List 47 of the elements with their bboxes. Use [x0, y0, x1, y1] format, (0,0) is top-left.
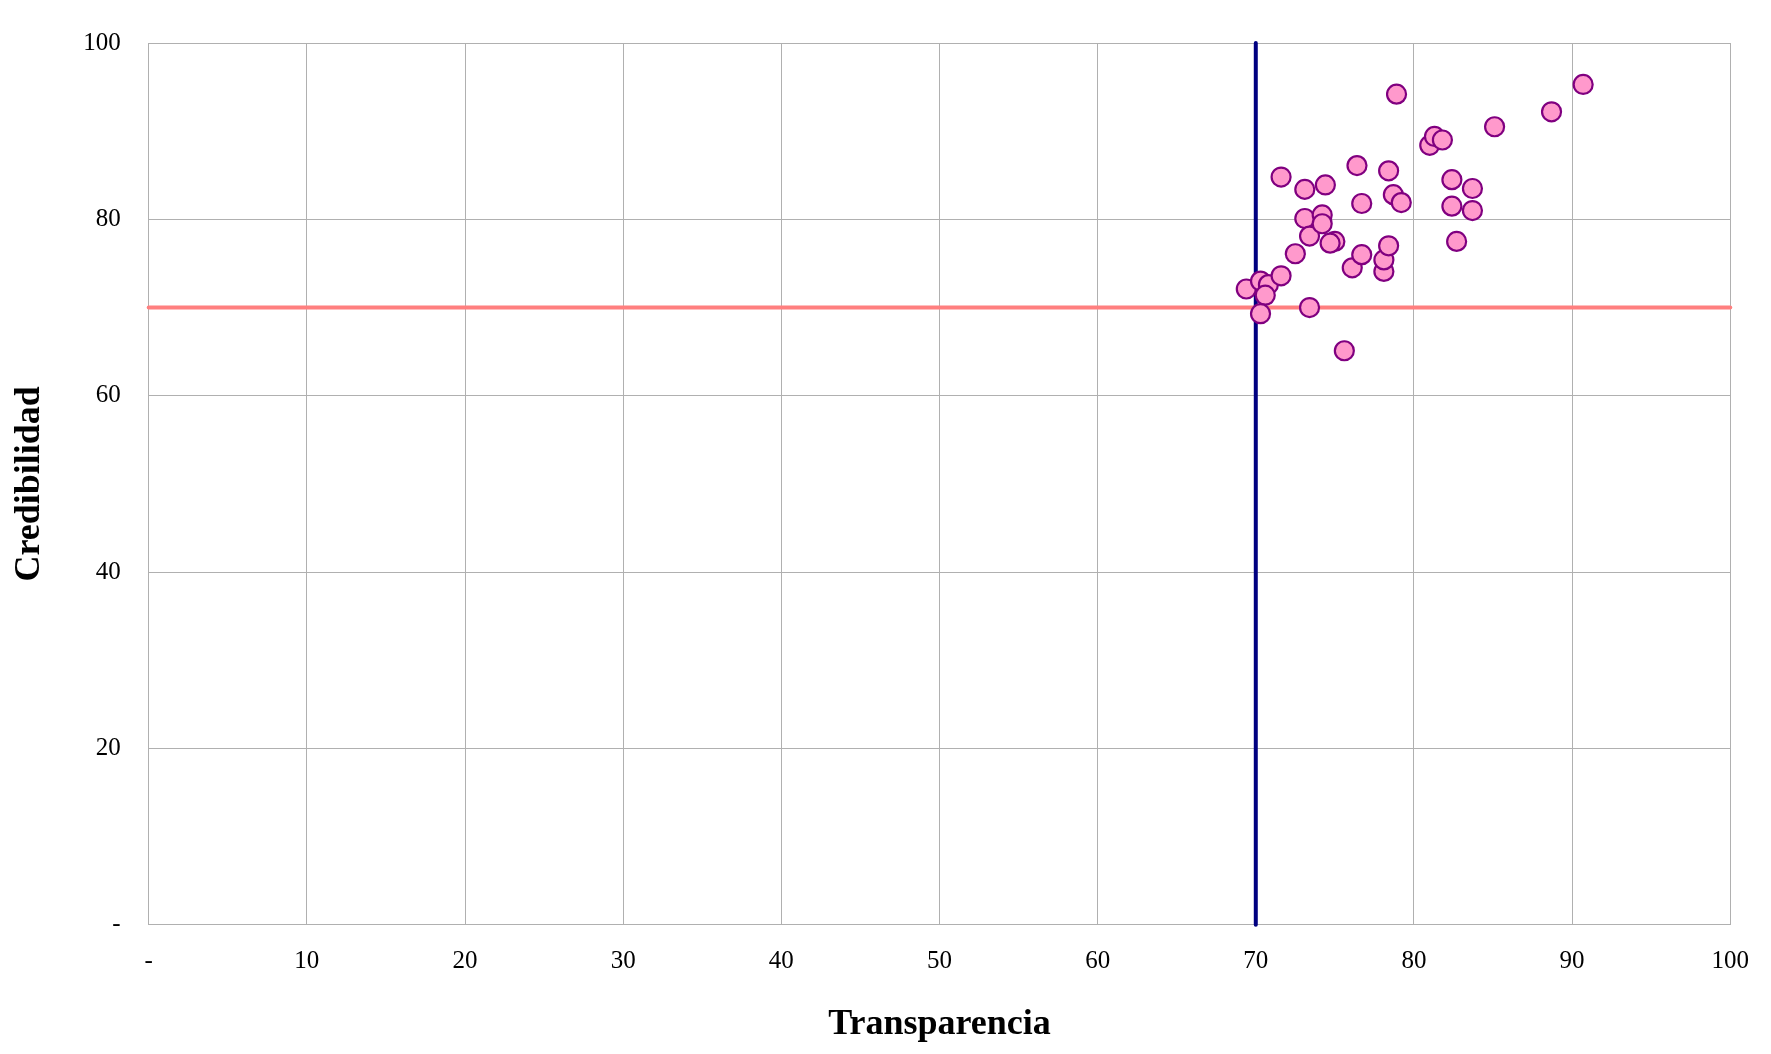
point	[1385, 83, 1408, 105]
point	[1270, 166, 1292, 188]
x-tick-label: -	[144, 946, 153, 974]
point	[1441, 169, 1463, 191]
point	[1572, 73, 1594, 96]
x-tick-label: 50	[926, 946, 952, 974]
y-tick-label: 80	[95, 203, 121, 231]
y-tick-label: -	[112, 909, 121, 937]
point	[1461, 199, 1484, 222]
point	[1540, 101, 1563, 123]
point	[1333, 340, 1355, 362]
point	[1446, 230, 1468, 253]
x-tick-label: 80	[1401, 946, 1427, 974]
point	[1249, 303, 1272, 325]
point	[1351, 192, 1373, 215]
point	[1314, 174, 1336, 196]
x-tick-label: 40	[768, 946, 794, 974]
point	[1431, 129, 1454, 151]
x-axis-title: Transparencia	[828, 1001, 1051, 1042]
x-tick-label: 90	[1559, 946, 1585, 974]
x-tick-label: 70	[1243, 946, 1269, 974]
point	[1284, 243, 1306, 265]
point	[1294, 178, 1316, 200]
x-tick-label: 100	[1711, 946, 1749, 974]
x-tick-label: 20	[452, 946, 478, 974]
x-tick-label: 10	[294, 946, 320, 974]
point	[1254, 284, 1276, 306]
point	[1484, 116, 1506, 138]
x-tick-label: 30	[610, 946, 636, 974]
point	[1346, 154, 1368, 177]
point	[1311, 213, 1333, 235]
x-tick-label: 60	[1085, 946, 1111, 974]
point	[1319, 232, 1341, 254]
point	[1298, 296, 1321, 319]
y-tick-label: 40	[95, 556, 121, 584]
point	[1441, 195, 1463, 217]
point	[1461, 177, 1484, 200]
y-tick-label: 60	[95, 380, 121, 408]
y-tick-label: 100	[83, 27, 121, 55]
point	[1378, 235, 1400, 257]
point	[1378, 160, 1400, 182]
point	[1298, 225, 1321, 247]
y-axis-title: Credibilidad	[6, 386, 47, 582]
point	[1390, 192, 1412, 214]
y-tick-label: 20	[95, 733, 121, 760]
point	[1351, 244, 1373, 266]
point	[1270, 265, 1292, 287]
